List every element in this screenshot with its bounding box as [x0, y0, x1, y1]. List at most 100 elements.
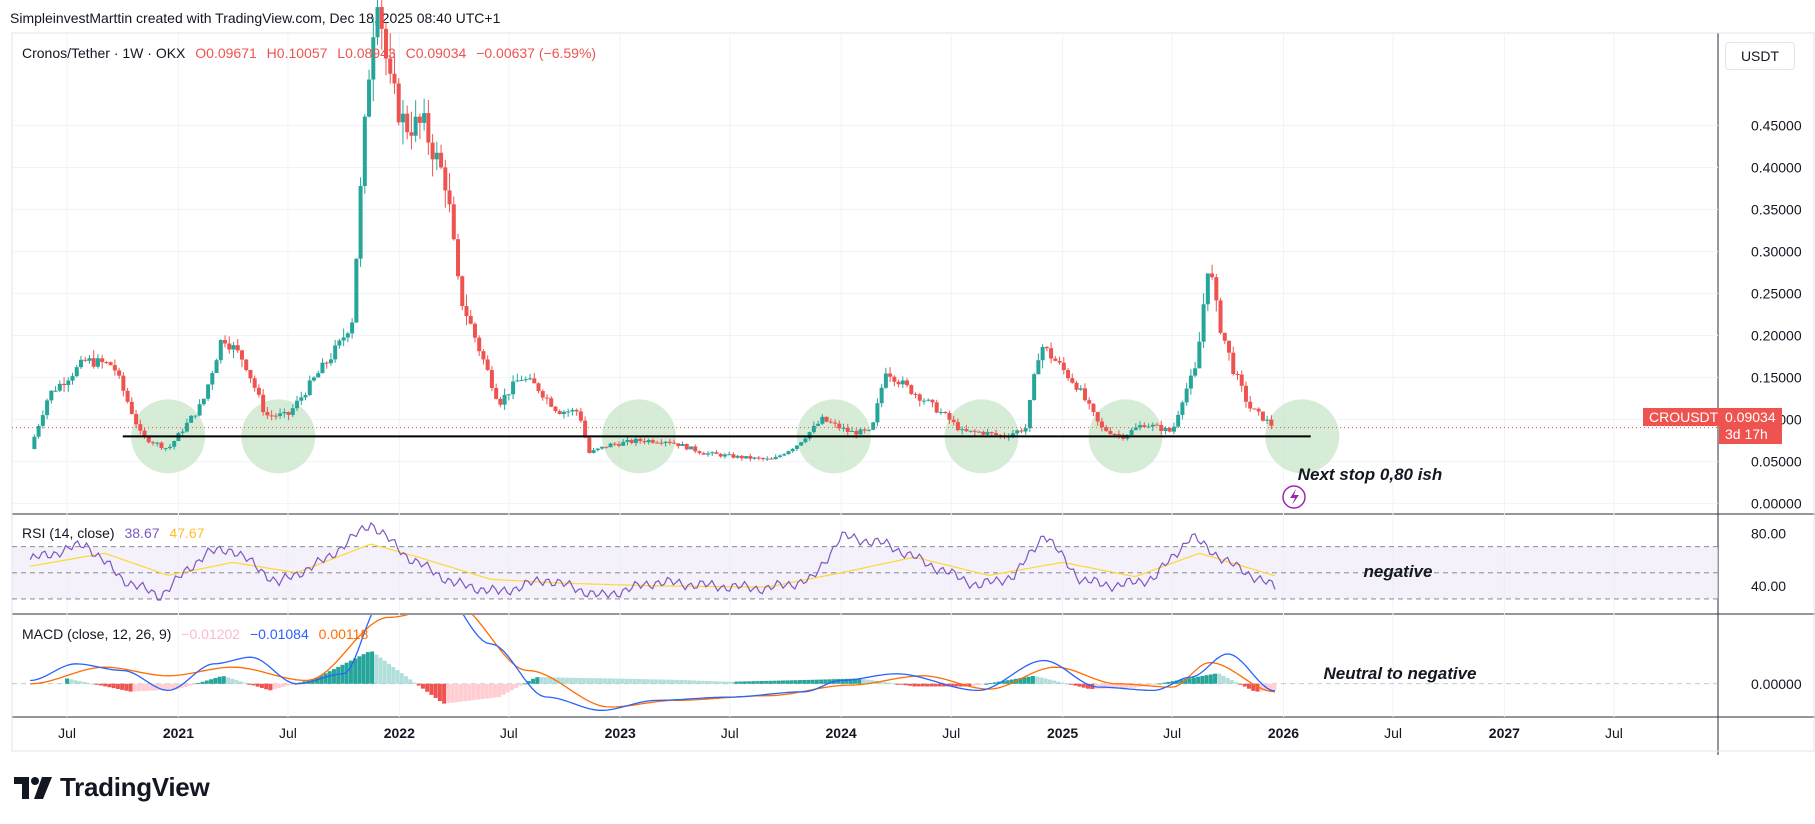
macd-histogram-bar: [281, 683, 286, 687]
macd-histogram-bar: [365, 652, 370, 684]
x-tick-label: 2023: [605, 725, 636, 741]
macd-histogram-bar: [1056, 681, 1061, 684]
candle-body: [782, 454, 787, 456]
macd-histogram-bar: [636, 679, 641, 684]
currency-button[interactable]: USDT: [1725, 42, 1795, 70]
candle-body: [1265, 419, 1270, 421]
macd-histogram-bar: [1221, 675, 1226, 684]
macd-histogram-bar: [1132, 683, 1137, 688]
candle-body: [1214, 277, 1219, 301]
candle-body: [1235, 374, 1240, 376]
macd-histogram-bar: [327, 671, 332, 684]
macd-histogram-bar: [620, 678, 625, 684]
candle-body: [430, 142, 435, 160]
candle-body: [697, 451, 702, 454]
candle-body: [824, 416, 829, 422]
macd-histogram-bar: [827, 679, 832, 684]
macd-histogram-bar: [662, 679, 667, 684]
macd-histogram-bar: [789, 680, 794, 684]
candle-body: [282, 411, 287, 414]
macd-histogram-bar: [1246, 683, 1251, 689]
macd-histogram-bar: [420, 683, 425, 689]
candle-body: [223, 340, 228, 344]
macd-histogram-bar: [509, 683, 514, 691]
macd-histogram-bar: [573, 677, 578, 684]
candle-body: [87, 358, 92, 361]
candle-body: [566, 411, 571, 413]
macd-histogram-bar: [336, 666, 341, 684]
macd-histogram-bar: [730, 681, 735, 684]
macd-histogram-bar: [1035, 676, 1040, 684]
candle-body: [714, 452, 719, 454]
macd-histogram-bar: [882, 682, 887, 684]
macd-histogram-bar: [103, 683, 108, 687]
macd-histogram-bar: [475, 683, 480, 700]
candle-body: [1023, 428, 1028, 432]
macd-histogram-bar: [1081, 683, 1086, 688]
macd-histogram-bar: [903, 683, 908, 686]
candle-body: [735, 455, 740, 458]
candle-body: [1091, 403, 1096, 413]
macd-histogram-bar: [1043, 678, 1048, 684]
rsi-tick-label: 40.00: [1751, 578, 1786, 594]
candle-body: [146, 436, 151, 443]
macd-histogram-bar: [632, 678, 637, 684]
price-tag-symbol: CROUSDT: [1643, 408, 1725, 426]
candle-body: [879, 387, 884, 404]
candle-body: [1104, 427, 1109, 431]
macd-histogram-bar: [1251, 683, 1256, 691]
candle-body: [1015, 430, 1020, 434]
macd-histogram-bar: [145, 683, 150, 691]
candle-body: [1188, 375, 1193, 389]
candle-body: [536, 383, 541, 392]
candle-body: [511, 381, 516, 395]
macd-histogram-bar: [988, 683, 993, 685]
candle-body: [1138, 425, 1143, 428]
macd-histogram-bar: [1128, 683, 1133, 688]
price-tag-value: 0.09034 3d 17h: [1719, 408, 1782, 444]
macd-histogram-bar: [810, 679, 815, 684]
macd-histogram-bar: [234, 680, 239, 684]
candle-body: [731, 454, 736, 458]
macd-histogram-bar: [137, 683, 142, 692]
candle-body: [1260, 411, 1265, 421]
candle-body: [231, 345, 236, 350]
macd-legend-macd: −0.01084: [249, 626, 309, 642]
macd-histogram-bar: [916, 683, 921, 687]
candle-body: [981, 431, 986, 435]
macd-histogram-bar: [734, 681, 739, 684]
candle-body: [807, 432, 812, 439]
macd-histogram-bar: [980, 683, 985, 685]
candle-body: [854, 430, 859, 435]
macd-histogram-bar: [577, 677, 582, 684]
macd-histogram-bar: [1001, 680, 1006, 684]
candle-body: [1095, 412, 1100, 422]
macd-histogram-bar: [1060, 682, 1065, 684]
candle-body: [777, 455, 782, 457]
macd-histogram-bar: [1077, 683, 1082, 687]
candle-body: [248, 370, 253, 379]
macd-histogram-bar: [514, 683, 519, 688]
candle-body: [1193, 368, 1198, 376]
candle-body: [926, 399, 931, 401]
macd-histogram-bar: [869, 680, 874, 684]
macd-histogram-bar: [213, 677, 218, 684]
macd-histogram-bar: [895, 683, 900, 685]
candle-body: [1010, 433, 1015, 437]
candle-body: [799, 442, 804, 446]
candle-body: [57, 383, 62, 391]
candle-body: [210, 373, 215, 385]
y-tick-label: 0.40000: [1751, 159, 1802, 175]
macd-histogram-bar: [425, 683, 430, 692]
macd-histogram-bar: [1102, 683, 1107, 689]
candle-body: [710, 452, 715, 454]
macd-histogram-bar: [1009, 679, 1014, 684]
macd-histogram-bar: [226, 677, 231, 684]
candle-body: [1027, 399, 1032, 429]
tradingview-logo[interactable]: TradingView: [14, 772, 210, 803]
candle-body: [1243, 385, 1248, 402]
candle-body: [1044, 346, 1049, 349]
candle-body: [1066, 370, 1071, 379]
x-tick-label: Jul: [58, 725, 76, 741]
macd-histogram-bar: [840, 678, 845, 684]
